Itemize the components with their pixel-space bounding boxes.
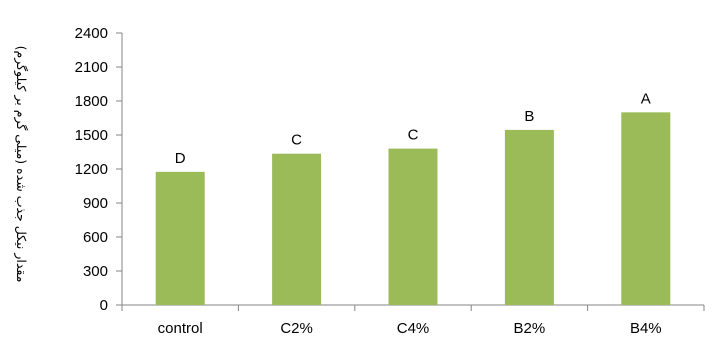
axes: 0 300 600 900 1200 1500 1800 2100 2400 <box>75 25 705 314</box>
y-tick-label: 0 <box>100 297 108 314</box>
data-label: C <box>291 132 302 149</box>
data-label: A <box>641 90 651 107</box>
x-tick-label: C2% <box>280 320 313 337</box>
y-tick-label: 2100 <box>75 59 108 76</box>
y-tick-label: 1500 <box>75 127 108 144</box>
y-tick-label: 300 <box>83 263 108 280</box>
x-tick-label: control <box>158 320 203 337</box>
labels: control D C2% C C4% C B2% B B4% A <box>158 90 662 337</box>
bar <box>155 171 205 305</box>
x-tick-label: C4% <box>397 320 430 337</box>
data-label: C <box>408 127 419 144</box>
data-label: D <box>175 150 186 167</box>
y-tick-label: 1200 <box>75 161 108 178</box>
y-tick-label: 900 <box>83 195 108 212</box>
y-axis-title: مقدار نیکل جذب شده (میلی گرم بر کیلوگرم) <box>13 46 29 283</box>
x-tick-label: B4% <box>630 320 662 337</box>
bar <box>504 129 554 305</box>
y-tick-label: 1800 <box>75 93 108 110</box>
bars <box>155 112 671 305</box>
bar <box>388 148 438 305</box>
y-tick-label: 2400 <box>75 25 108 42</box>
bar <box>621 112 671 305</box>
data-label: B <box>524 108 534 125</box>
bar <box>272 153 322 305</box>
y-tick-label: 600 <box>83 229 108 246</box>
x-tick-label: B2% <box>514 320 546 337</box>
